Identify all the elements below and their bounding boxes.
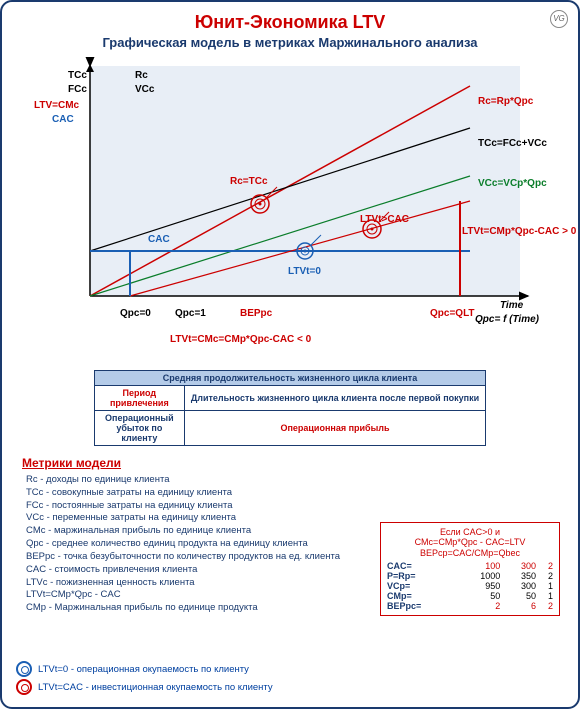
chart-label: LTVt>CAC xyxy=(360,214,409,225)
lc-r2a: Период привлечения xyxy=(94,386,184,411)
chart-label: FCc xyxy=(68,84,87,95)
chart-label: CAC xyxy=(148,234,170,245)
chart-label: TCc=FCc+VCc xyxy=(478,138,547,149)
vg-badge: VG xyxy=(550,10,568,28)
chart-label: Qpc=0 xyxy=(120,308,151,319)
lc-r3b: Операционная прибыль xyxy=(184,411,485,446)
page-frame: VG Юнит-Экономика LTV Графическая модель… xyxy=(0,0,580,709)
chart-label: Qpc= f (Time) xyxy=(475,314,539,325)
sb-row: BEPpc=262 xyxy=(385,601,555,611)
metric-line: FCc - постоянные затраты на единицу клие… xyxy=(26,500,564,513)
legend-b: LTVt=CAC - инвестиционная окупаемость по… xyxy=(38,682,273,693)
chart-label: LTVt=CMc=CMp*Qpc-CAC < 0 xyxy=(170,334,311,345)
chart-label: Rc=Rp*Qpc xyxy=(478,96,533,107)
chart-label: CAC xyxy=(52,114,74,125)
sb-row: P=Rp=10003502 xyxy=(385,571,555,581)
sb-row: VCp=9503001 xyxy=(385,581,555,591)
legend-row-blue: LTVt=0 - операционная окупаемость по кли… xyxy=(16,661,273,677)
lc-r3a: Операционный убыток по клиенту xyxy=(94,411,184,446)
chart-label: Time xyxy=(500,300,523,311)
chart-label: VCc xyxy=(135,84,154,95)
chart-label: Rc xyxy=(135,70,148,81)
target-red-icon xyxy=(16,679,32,695)
lc-row1: Средняя продолжительность жизненного цик… xyxy=(94,371,485,386)
legend-row-red: LTVt=CAC - инвестиционная окупаемость по… xyxy=(16,679,273,695)
sb-h3: BEPcp=CAC/CMp=Qbec xyxy=(385,548,555,558)
target-blue-icon xyxy=(16,661,32,677)
lifecycle-table: Средняя продолжительность жизненного цик… xyxy=(94,370,486,446)
legend-a: LTVt=0 - операционная окупаемость по кли… xyxy=(38,664,249,675)
chart-label: LTVt=0 xyxy=(288,266,321,277)
chart-label: Rc=TCc xyxy=(230,176,268,187)
chart-label: Qpc=1 xyxy=(175,308,206,319)
sb-h1: Если CAC>0 и xyxy=(385,527,555,537)
metric-line: TCc - совокупные затраты на единицу клие… xyxy=(26,487,564,500)
chart-label: LTV=CMc xyxy=(34,100,79,111)
chart-label: Qpc=QLT xyxy=(430,308,475,319)
chart-label: VCc=VCp*Qpc xyxy=(478,178,547,189)
chart-label: TCc xyxy=(68,70,87,81)
metrics-heading: Метрики модели xyxy=(22,456,564,470)
sb-table: CAC=1003002P=Rp=10003502VCp=9503001CMp=5… xyxy=(385,561,555,611)
metric-line: Rc - доходы по единице клиента xyxy=(26,474,564,487)
chart-area: TCc FCc Rc VCc LTV=CMc CAC Qpc=0 Qpc=1 BEPpc Qpc=… xyxy=(30,56,550,366)
main-title: Юнит-Экономика LTV xyxy=(16,12,564,33)
chart-label: BEPpc xyxy=(240,308,272,319)
calc-sidebox: Если CAC>0 и CMc=CMp*Qpc - CAC=LTV BEPcp… xyxy=(380,522,560,616)
sb-h2: CMc=CMp*Qpc - CAC=LTV xyxy=(385,537,555,547)
sb-row: CAC=1003002 xyxy=(385,561,555,571)
subtitle: Графическая модель в метриках Маржинальн… xyxy=(16,35,564,50)
chart-label: LTVt=CMp*Qpc-CAC > 0 xyxy=(462,226,576,237)
sb-h: Если CAC>0 и CMc=CMp*Qpc - CAC=LTV BEPcp… xyxy=(385,527,555,558)
legend: LTVt=0 - операционная окупаемость по кли… xyxy=(16,659,273,697)
sb-row: CMp=50501 xyxy=(385,591,555,601)
lc-r2b: Длительность жизненного цикла клиента по… xyxy=(184,386,485,411)
